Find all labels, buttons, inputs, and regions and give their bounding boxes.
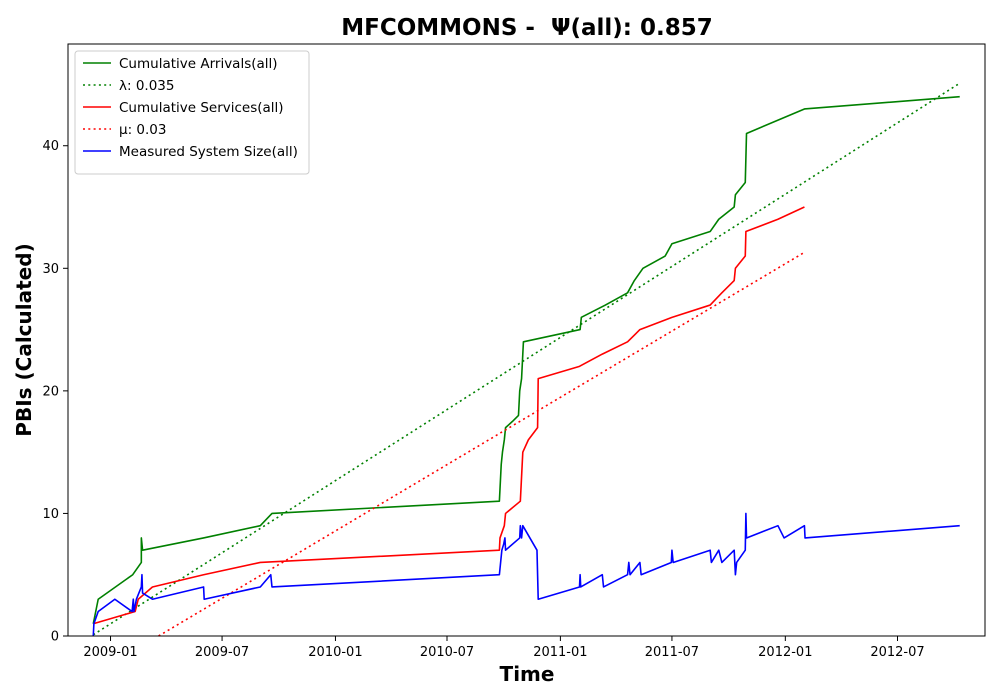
x-axis: 2009-01 2009-07 2010-01 2010-07 2011-01 2011-…: [83, 636, 925, 660]
legend-label: λ: 0.035: [119, 78, 174, 94]
y-tick-label: 40: [42, 139, 59, 154]
legend-box: [74, 50, 310, 175]
x-tick-label: 2012-07: [870, 645, 924, 660]
legend-label: Cumulative Arrivals(all): [119, 56, 278, 72]
x-tick-label: 2011-01: [533, 645, 587, 660]
series-line-2: [93, 206, 805, 625]
y-tick-label: 0: [51, 630, 59, 645]
legend: Cumulative Arrivals(all) λ: 0.035 Cumulati…: [74, 50, 310, 175]
series-line-0: [92, 95, 960, 624]
legend-label: Measured System Size(all): [119, 144, 298, 160]
series-line-4: [92, 512, 960, 637]
y-tick-label: 30: [42, 262, 59, 277]
x-tick-label: 2009-01: [83, 645, 137, 660]
x-tick-label: 2010-07: [420, 645, 474, 660]
series-line-3: [158, 251, 805, 637]
y-axis-title: PBIs (Calculated): [12, 243, 36, 436]
legend-label: μ: 0.03: [119, 122, 167, 138]
x-axis-title: Time: [500, 662, 555, 686]
y-axis: 0 10 20 30 40: [42, 139, 68, 645]
chart-title: MFCOMMONS - Ψ(all): 0.857: [341, 15, 713, 41]
series-line-1: [92, 82, 961, 636]
x-tick-label: 2009-07: [195, 645, 249, 660]
legend-label: Cumulative Services(all): [119, 100, 284, 116]
plot-frame: [67, 43, 986, 637]
x-tick-label: 2010-01: [308, 645, 362, 660]
plot-layer: [92, 82, 961, 637]
y-tick-label: 20: [42, 384, 59, 399]
x-tick-label: 2012-01: [758, 645, 812, 660]
y-tick-label: 10: [42, 507, 59, 522]
x-tick-label: 2011-07: [645, 645, 699, 660]
